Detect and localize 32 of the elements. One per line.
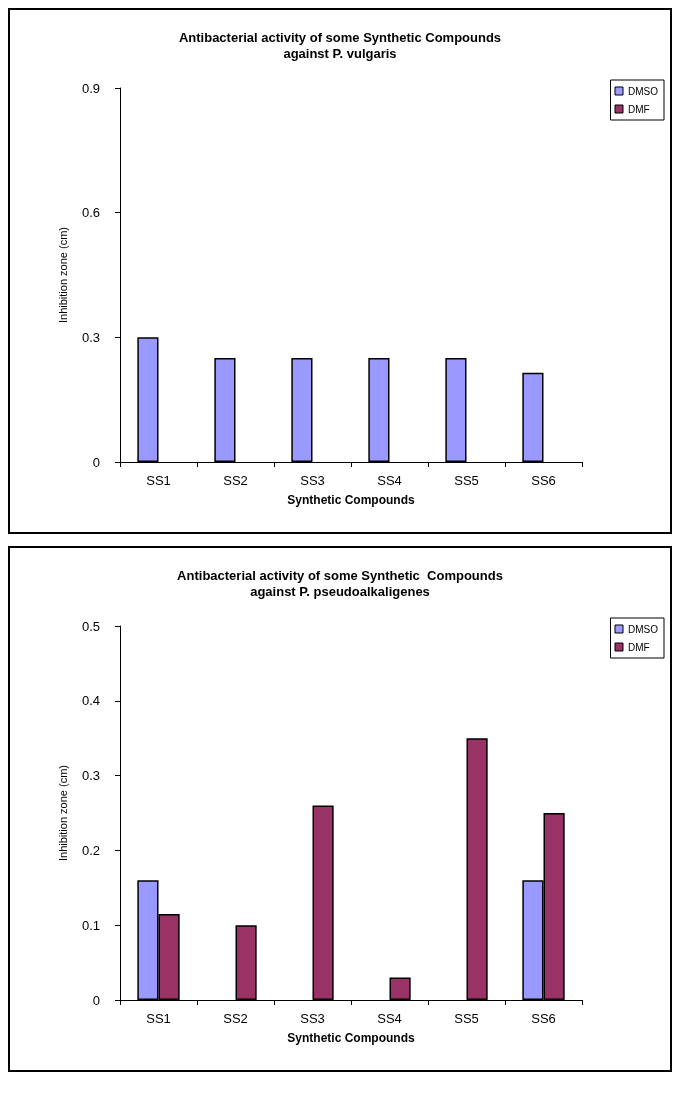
y-axis-title: Inhibition zone (cm)	[56, 765, 69, 861]
y-tick-label: 0.1	[81, 917, 100, 933]
legend-label: DMSO	[628, 623, 659, 635]
y-tick-label: 0.2	[81, 842, 100, 858]
x-tick-label: SS1	[146, 1011, 171, 1026]
y-tick-label: 0.9	[81, 80, 100, 96]
y-tick-label: 0	[92, 992, 100, 1008]
y-tick-label: 0	[92, 454, 100, 470]
legend-label: DMSO	[628, 85, 659, 97]
x-axis-title: Synthetic Compounds	[287, 493, 415, 507]
y-tick-label: 0.3	[81, 768, 100, 784]
y-tick-label: 0.3	[81, 329, 100, 345]
x-tick-label: SS3	[300, 1011, 325, 1026]
x-tick-label: SS6	[531, 1011, 556, 1026]
y-tick-label: 0.6	[81, 205, 100, 221]
legend-label: DMF	[628, 641, 650, 653]
y-axis-title: Inhibition zone (cm)	[56, 227, 69, 323]
y-tick-label: 0.4	[81, 693, 100, 709]
chart-title: Antibacterial activity of some Synthetic Compounds against P. vulgaris	[178, 29, 502, 61]
legend-label: DMF	[628, 103, 650, 115]
x-axis-title: Synthetic Compounds	[287, 1031, 415, 1045]
x-tick-label: SS2	[223, 473, 248, 488]
x-tick-label: SS5	[454, 1011, 479, 1026]
x-tick-label: SS1	[146, 473, 171, 488]
x-tick-label: SS4	[377, 1011, 402, 1026]
x-tick-label: SS6	[531, 473, 556, 488]
x-tick-label: SS4	[377, 473, 402, 488]
x-tick-label: SS5	[454, 473, 479, 488]
y-tick-label: 0.5	[81, 618, 100, 634]
x-tick-label: SS3	[300, 473, 325, 488]
x-tick-label: SS2	[223, 1011, 248, 1026]
chart-title: Antibacterial activity of some Synthetic Compounds against P. pseudoalkaligenes	[177, 567, 503, 599]
